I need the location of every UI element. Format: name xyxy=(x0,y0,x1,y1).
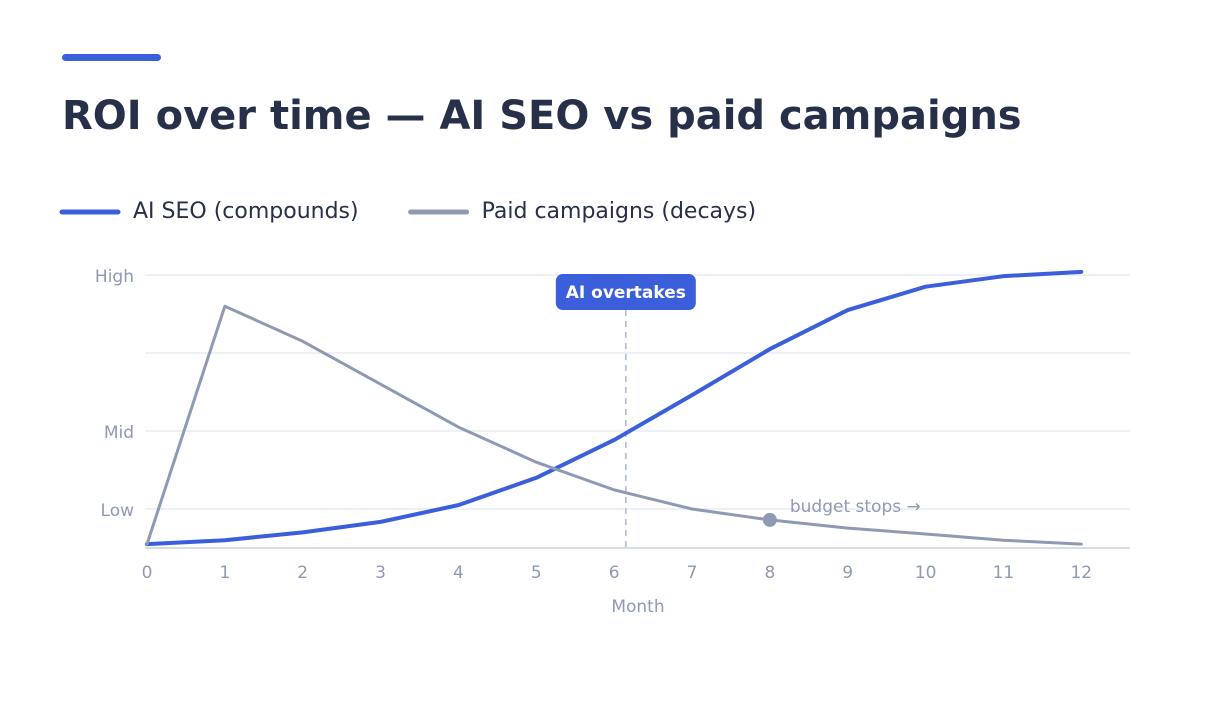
legend-label: Paid campaigns (decays) xyxy=(482,199,756,224)
y-tick-label: High xyxy=(95,267,134,287)
x-tick-label: 10 xyxy=(915,563,937,583)
annotation-point xyxy=(762,512,777,527)
x-tick-label: 0 xyxy=(142,563,153,583)
x-tick-label: 3 xyxy=(375,563,386,583)
series-line xyxy=(145,269,1084,547)
annotation-label: AI overtakes xyxy=(566,283,686,303)
x-tick-label: 11 xyxy=(993,563,1015,583)
x-tick-label: 1 xyxy=(219,563,230,583)
x-tick-label: 6 xyxy=(609,563,620,583)
x-tick-label: 8 xyxy=(764,563,775,583)
x-tick-label: 4 xyxy=(453,563,464,583)
legend-label: AI SEO (compounds) xyxy=(133,199,359,224)
x-tick-label: 9 xyxy=(842,563,853,583)
x-tick-label: 7 xyxy=(687,563,698,583)
series-line xyxy=(145,304,1083,546)
x-tick-label: 5 xyxy=(531,563,542,583)
x-tick-label: 2 xyxy=(297,563,308,583)
chart-title: ROI over time — AI SEO vs paid campaigns xyxy=(62,93,1022,139)
annotation-box xyxy=(555,274,696,310)
annotation-label: budget stops → xyxy=(790,497,921,517)
y-tick-label: Mid xyxy=(104,423,134,443)
x-tick-label: 12 xyxy=(1070,563,1092,583)
y-tick-label: Low xyxy=(101,501,135,521)
accent-bar xyxy=(62,54,161,61)
x-axis-label: Month xyxy=(611,597,664,617)
